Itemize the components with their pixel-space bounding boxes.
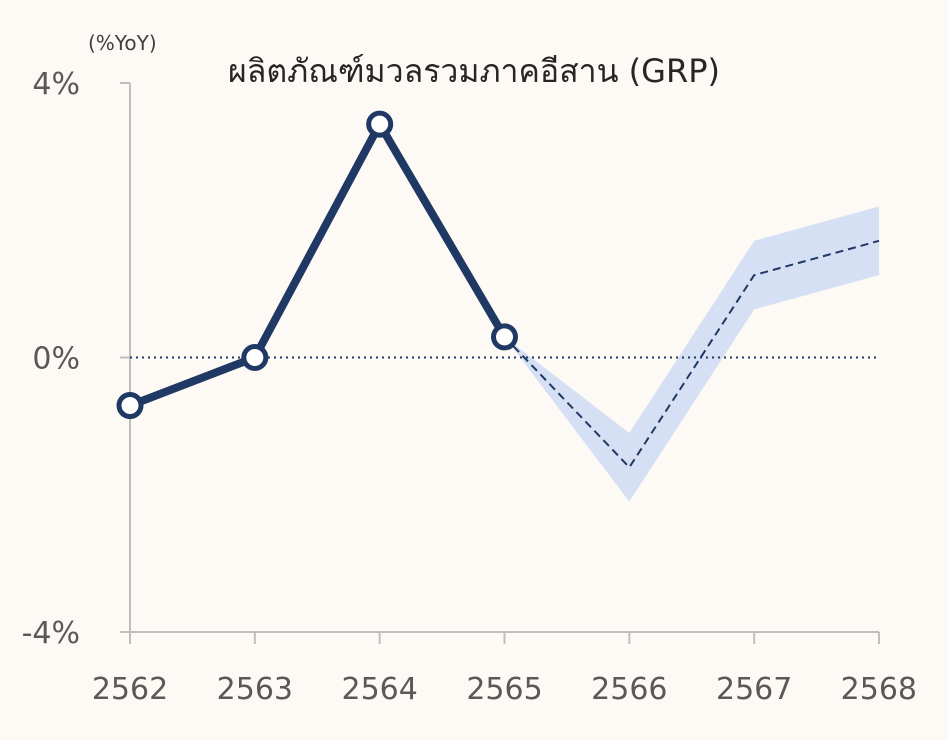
y-unit-label: (%YoY) [88, 31, 157, 55]
forecast-band-group [504, 206, 879, 502]
data-points-group [116, 110, 518, 420]
x-tick-label: 2566 [591, 672, 667, 707]
y-tick-label: 4% [32, 67, 80, 102]
axes-group [120, 82, 880, 644]
x-tick-label: 2563 [217, 672, 293, 707]
x-tick-label: 2568 [841, 672, 917, 707]
y-tick-label: 0% [32, 342, 80, 377]
series-lines-group [126, 120, 880, 469]
forecast-line [503, 239, 880, 469]
tick-labels-group: 4% 0% -4% 2562 2563 2564 2565 2566 2567 2568 [22, 67, 917, 707]
data-point [491, 323, 518, 351]
chart-title: ผลิตภัณฑ์มวลรวมภาคอีสาน (GRP) [228, 52, 720, 90]
data-point [116, 392, 144, 420]
x-tick-label: 2567 [716, 672, 792, 707]
actual-line [126, 120, 509, 410]
x-tick-label: 2565 [466, 672, 542, 707]
data-point [366, 110, 394, 138]
y-tick-label: -4% [22, 616, 80, 651]
x-tick-label: 2564 [341, 672, 417, 707]
forecast-band [504, 206, 879, 502]
data-point [241, 344, 269, 371]
x-tick-label: 2562 [92, 672, 168, 707]
